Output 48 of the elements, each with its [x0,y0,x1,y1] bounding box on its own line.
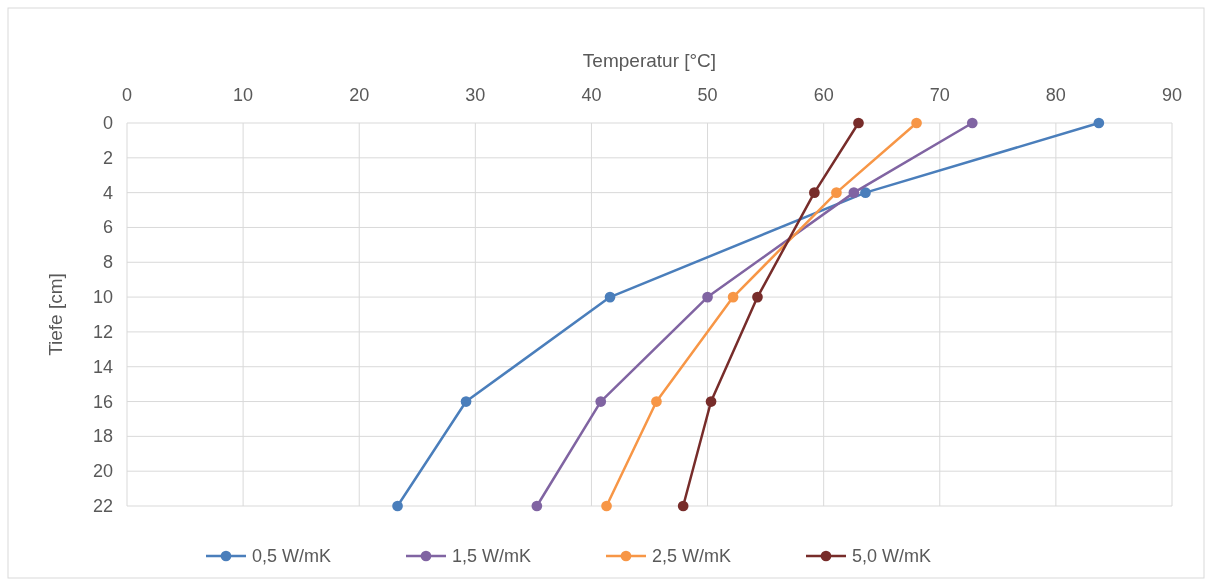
y-tick-label: 18 [92,426,113,447]
point [752,291,763,303]
point [601,500,612,512]
y-tick-label: 12 [92,321,113,342]
point [848,187,860,198]
x-tick-label: 40 [581,85,602,105]
y-tick-label: 20 [92,461,113,482]
point [705,396,717,407]
y-tick-label: 8 [102,252,113,273]
y-tick-label: 2 [102,147,113,168]
point [531,500,543,512]
x-tick-label: 0 [121,85,133,105]
y-tick-label: 16 [92,391,113,412]
y-tick-label: 6 [102,217,113,238]
y-tick-label: 0 [102,113,113,133]
point [727,291,739,303]
y-tick-label: 10 [92,287,113,308]
y-tick-label: 4 [102,182,113,203]
point [831,187,842,198]
x-tick-label: 60 [813,85,834,105]
x-tick-label: 20 [349,85,370,105]
legend-label: 1,5 W/mK [452,546,532,566]
point [702,291,713,303]
legend-label: 0,5 W/mK [252,546,332,566]
x-tick-label: 50 [697,85,718,105]
legend-label: 2,5 W/mK [652,546,732,566]
point [604,291,616,303]
x-tick-label: 80 [1045,85,1066,105]
x-tick-label: 90 [1161,85,1183,105]
x-tick-label: 10 [233,85,254,105]
point [595,396,607,407]
point [809,187,820,198]
x-tick-label: 70 [929,85,950,105]
point [911,117,922,129]
point [651,396,662,407]
x-tick-label: 30 [465,85,486,105]
point [1093,117,1105,129]
y-tick-label: 22 [92,496,113,516]
point [860,187,871,198]
legend-label: 5,0 W/mK [852,546,932,566]
point [392,500,403,512]
y-tick-label: 14 [92,356,113,377]
point [677,500,689,512]
point [966,117,978,129]
point [460,396,472,407]
y-axis-title: Tiefe [cm] [45,273,66,356]
x-axis-title: Temperatur [°C] [582,50,717,71]
point [853,117,864,129]
